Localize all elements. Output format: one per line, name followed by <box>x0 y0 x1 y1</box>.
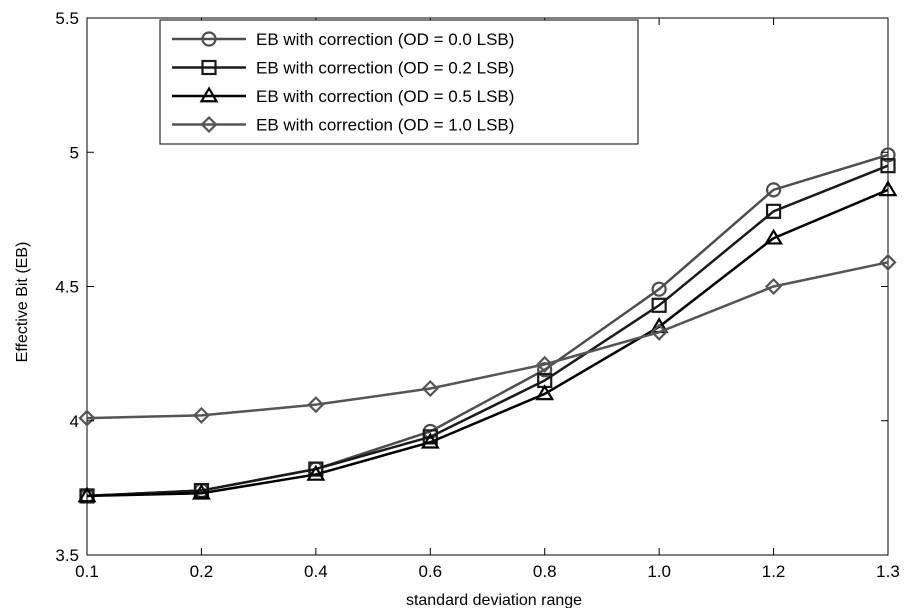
legend-marker <box>200 115 218 134</box>
data-point <box>421 379 439 398</box>
series-line <box>86 188 889 498</box>
legend-label: EB with correction (OD = 0.5 LSB) <box>256 87 514 106</box>
legend-label: EB with correction (OD = 0.0 LSB) <box>256 30 514 49</box>
legend: EB with correction (OD = 0.0 LSB) EB with… <box>159 19 639 145</box>
x-tick-label: 0.4 <box>304 562 328 581</box>
data-point <box>764 228 783 245</box>
series-4 <box>78 253 897 427</box>
legend-entry: EB with correction (OD = 1.0 LSB) <box>172 116 514 135</box>
data-point <box>880 158 896 174</box>
data-point <box>879 253 897 271</box>
data-point <box>651 281 667 297</box>
legend-marker <box>201 59 217 76</box>
x-tick-label: 0.2 <box>190 562 214 581</box>
data-point <box>306 464 326 481</box>
data-point <box>880 147 896 163</box>
legend-entry: EB with correction (OD = 0.0 LSB) <box>172 30 514 49</box>
data-point <box>765 277 783 296</box>
x-axis-label: standard deviation range <box>406 592 582 608</box>
data-point <box>878 180 898 197</box>
legend-entry: EB with correction (OD = 0.5 LSB) <box>172 86 514 106</box>
series-3 <box>77 180 898 503</box>
series-line <box>86 261 889 420</box>
data-point <box>536 355 554 373</box>
data-point <box>420 432 440 449</box>
y-tick-label: 3.5 <box>55 546 79 565</box>
y-tick-label: 5 <box>70 143 79 162</box>
x-tick-label: 0.1 <box>75 562 99 581</box>
x-tick-label: 0.8 <box>533 562 557 581</box>
legend-marker <box>201 31 217 47</box>
data-point <box>535 384 555 401</box>
legend-marker <box>199 86 219 103</box>
y-axis-label: Effective Bit (EB) <box>14 242 31 363</box>
x-tick-label: 1.0 <box>647 562 671 581</box>
data-point <box>765 203 782 219</box>
data-point <box>192 406 210 424</box>
x-tick-label: 1.2 <box>762 562 786 581</box>
y-tick-label: 4.5 <box>55 278 79 297</box>
data-point <box>651 297 667 313</box>
data-point <box>192 483 211 500</box>
legend-entry: EB with correction (OD = 0.2 LSB) <box>172 59 514 78</box>
data-point <box>78 409 96 427</box>
data-point <box>307 396 325 414</box>
data-point <box>765 182 782 198</box>
legend-label: EB with correction (OD = 1.0 LSB) <box>256 116 514 135</box>
x-tick-label: 0.6 <box>418 562 442 581</box>
legend-label: EB with correction (OD = 0.2 LSB) <box>256 59 514 78</box>
y-tick-label: 4 <box>70 412 79 431</box>
data-point <box>77 486 97 503</box>
x-tick-label: 1.3 <box>876 562 900 581</box>
y-tick-label: 5.5 <box>55 9 79 28</box>
data-point <box>650 323 668 341</box>
ticks-layer: 0.1 0.2 0.4 0.6 0.8 1.0 1.2 1.3 3.5 4 4.5 5 5.5 <box>55 9 899 581</box>
series-layer <box>77 147 898 504</box>
series-line <box>86 164 889 498</box>
